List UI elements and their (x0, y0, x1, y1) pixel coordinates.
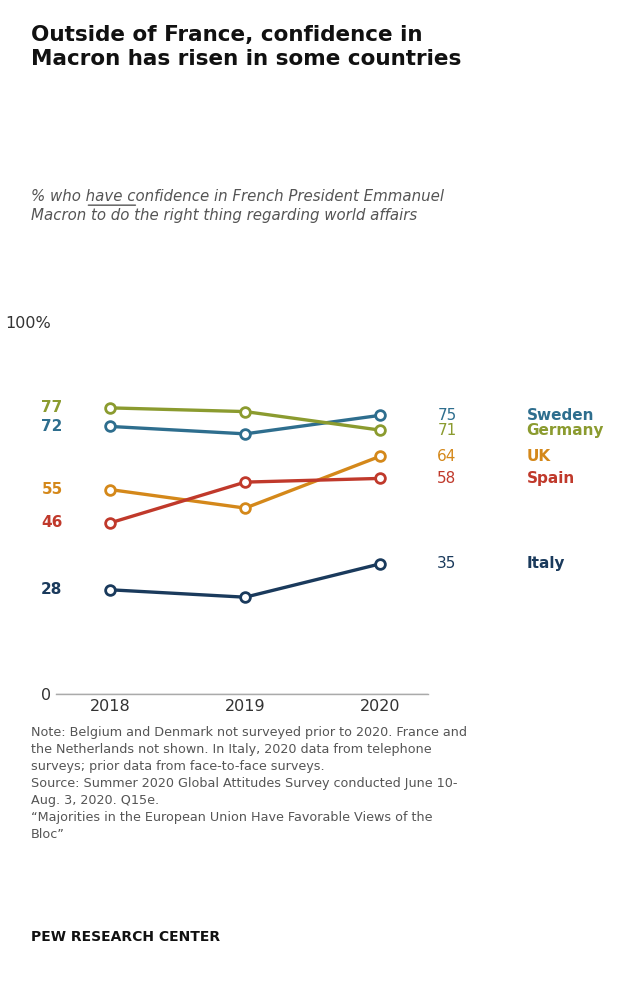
Text: % who have confidence in French President Emmanuel
Macron to do the right thing : % who have confidence in French Presiden… (31, 189, 444, 223)
Text: 55: 55 (42, 482, 63, 497)
Text: 46: 46 (41, 516, 63, 530)
Text: Sweden: Sweden (526, 407, 594, 423)
Text: 35: 35 (437, 556, 457, 572)
Text: Outside of France, confidence in
Macron has risen in some countries: Outside of France, confidence in Macron … (31, 25, 461, 69)
Text: 28: 28 (41, 583, 63, 597)
Text: 71: 71 (437, 423, 456, 438)
Text: Note: Belgium and Denmark not surveyed prior to 2020. France and
the Netherlands: Note: Belgium and Denmark not surveyed p… (31, 726, 467, 841)
Text: 77: 77 (42, 400, 63, 415)
Text: Spain: Spain (526, 471, 575, 486)
Text: Italy: Italy (526, 556, 565, 572)
Text: 75: 75 (437, 407, 456, 423)
Text: Germany: Germany (526, 423, 604, 438)
Text: PEW RESEARCH CENTER: PEW RESEARCH CENTER (31, 930, 220, 944)
Text: UK: UK (526, 449, 551, 463)
Text: 72: 72 (41, 419, 63, 434)
Text: 58: 58 (437, 471, 456, 486)
Text: 64: 64 (437, 449, 457, 463)
